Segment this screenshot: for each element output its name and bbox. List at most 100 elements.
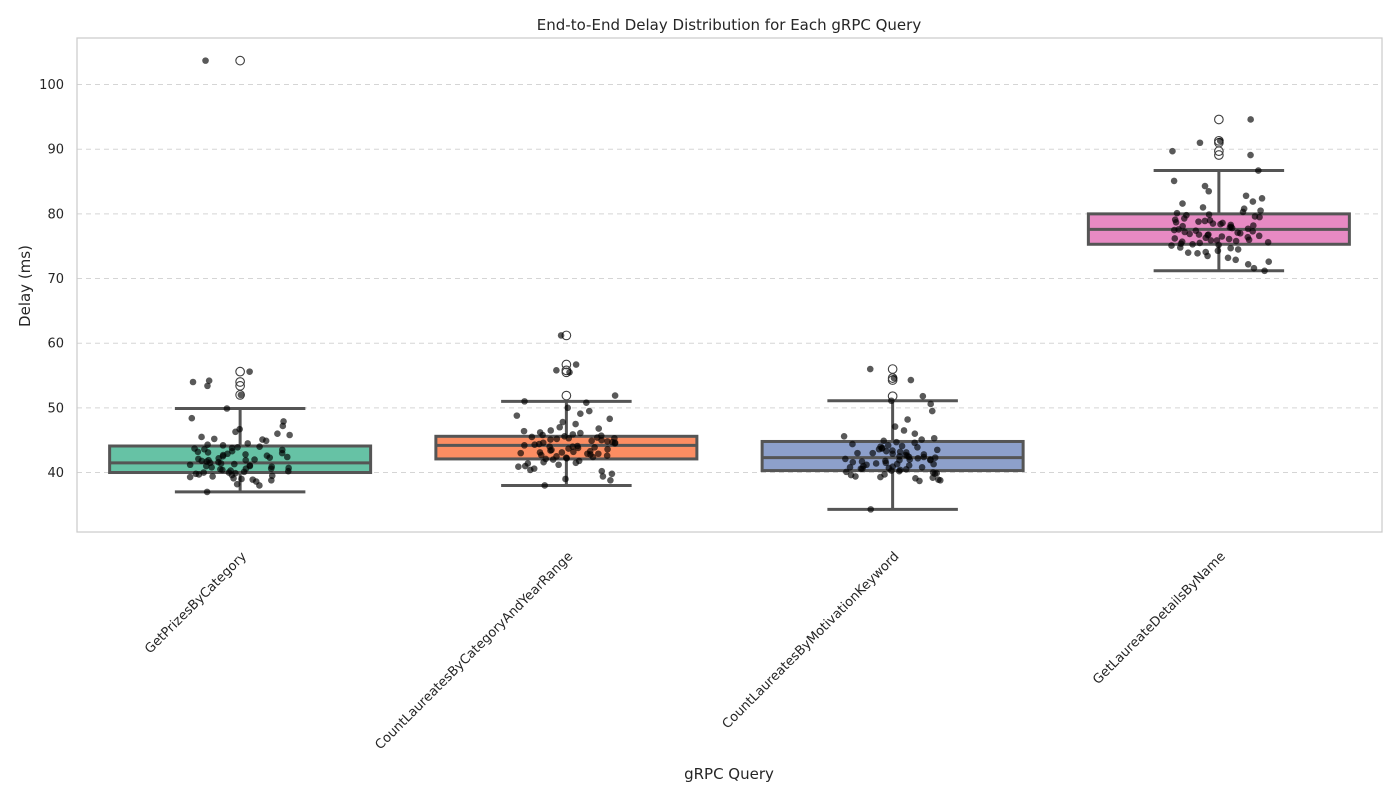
strip-point [242, 456, 250, 464]
strip-point [1232, 237, 1240, 245]
strip-point [549, 456, 557, 463]
strip-point [1251, 213, 1259, 220]
strip-point [896, 466, 904, 474]
strip-point [1202, 248, 1210, 256]
strip-point [593, 434, 601, 441]
x-tick-label: GetLaureateDetailsByName [1090, 549, 1228, 687]
strip-point [586, 447, 594, 455]
strip-point [1184, 249, 1192, 256]
y-axis-label: Delay (ms) [16, 245, 34, 327]
strip-point [1219, 219, 1226, 227]
strip-point [1264, 239, 1272, 246]
strip-point [598, 467, 606, 475]
strip-point [572, 420, 579, 428]
strip-point [904, 416, 911, 423]
strip-point [604, 445, 611, 453]
y-tick-label: 60 [47, 337, 64, 352]
strip-point [912, 475, 919, 482]
strip-point [246, 368, 253, 375]
strip-point [555, 461, 562, 469]
strip-point [852, 473, 859, 480]
strip-point [1171, 226, 1178, 234]
strip-point [1227, 221, 1235, 229]
strip-point [1244, 261, 1252, 268]
strip-point [280, 418, 287, 425]
strip-point [251, 456, 258, 463]
strip-point [210, 435, 218, 443]
outlier-point [1214, 114, 1224, 125]
strip-point [1224, 254, 1232, 262]
strip-point [931, 470, 939, 478]
strip-point [604, 438, 611, 445]
outlier-point [887, 364, 898, 374]
strip-point [890, 374, 898, 382]
strip-point [572, 361, 580, 368]
strip-point [1171, 235, 1179, 242]
strip-point [1257, 207, 1264, 214]
strip-point [1172, 218, 1180, 226]
strip-point [209, 473, 216, 480]
strip-point [1242, 192, 1250, 200]
plot-frame [76, 37, 1383, 533]
strip-point [611, 440, 619, 447]
strip-point [918, 464, 926, 471]
strip-point [1245, 236, 1253, 244]
strip-point [606, 415, 614, 423]
strip-point [898, 442, 906, 450]
outlier-point [1214, 150, 1224, 160]
strip-point [918, 436, 925, 443]
strip-point [517, 449, 525, 457]
strip-point [237, 391, 245, 399]
strip-point [911, 430, 919, 438]
strip-point [232, 469, 239, 477]
strip-point [546, 443, 553, 450]
y-tick-label: 70 [47, 272, 64, 287]
strip-point [888, 397, 895, 405]
strip-point [202, 57, 209, 64]
strip-point [607, 476, 614, 484]
strip-point [569, 443, 577, 450]
strip-point [205, 456, 212, 464]
strip-point [570, 448, 577, 456]
strip-point [608, 470, 616, 478]
strip-point [223, 405, 231, 412]
strip-point [905, 453, 913, 461]
strip-point [1247, 151, 1254, 159]
strip-point [1201, 182, 1209, 190]
y-tick-labels: 40 50 60 70 80 90 100 [39, 78, 64, 481]
strip-point [1249, 198, 1257, 205]
strip-point [217, 465, 224, 473]
strip-point [521, 442, 528, 449]
strip-point [1250, 264, 1258, 272]
strip-point [595, 425, 603, 432]
strip-point [896, 448, 904, 456]
strip-point [1227, 244, 1234, 252]
strip-point [846, 464, 854, 471]
strip-point [204, 441, 211, 449]
strip-point [1218, 233, 1226, 240]
strip-point [284, 467, 292, 475]
x-tick-label: GetPrizesByCategory [142, 549, 250, 657]
strip-point [1194, 250, 1201, 257]
strip-point [1169, 147, 1176, 155]
strip-point [891, 423, 899, 430]
strip-point [188, 414, 196, 422]
strip-point [1173, 209, 1181, 217]
strip-point [539, 431, 546, 439]
strip-point [585, 407, 593, 415]
outlier-point [235, 55, 245, 66]
strip-point [561, 433, 568, 440]
strip-point [1265, 258, 1273, 266]
y-tick-label: 90 [47, 143, 64, 158]
strip-point [930, 434, 938, 442]
outlier-point [561, 359, 572, 370]
outlier-point [235, 377, 245, 387]
strip-point [893, 438, 900, 446]
strip-point [1225, 235, 1233, 243]
strip-point [556, 423, 563, 431]
strip-point [1213, 237, 1221, 244]
strip-point [882, 459, 890, 467]
strip-point [267, 465, 275, 472]
strip-point [589, 453, 597, 461]
